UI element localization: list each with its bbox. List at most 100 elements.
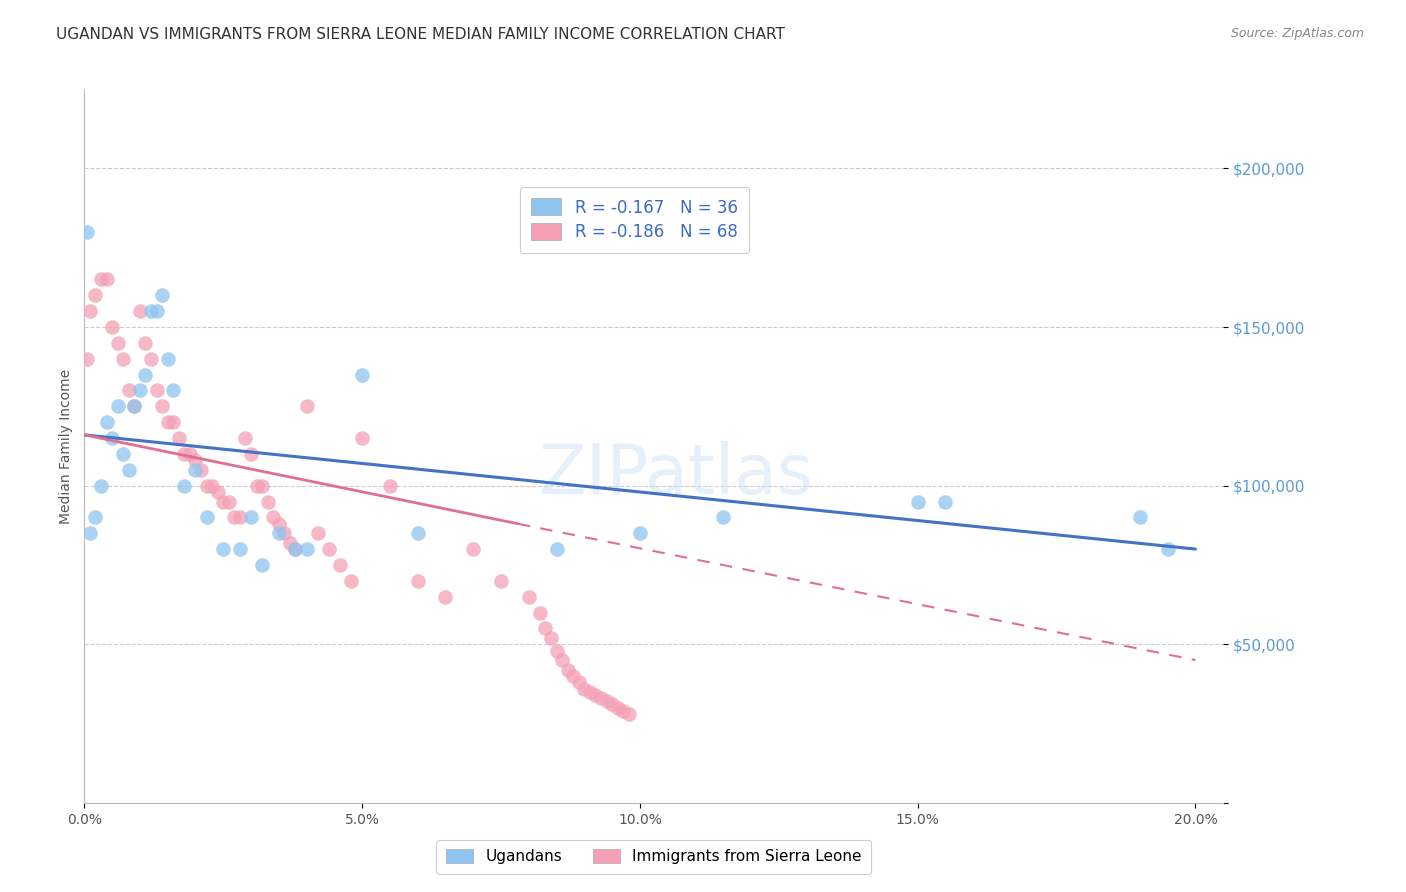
Point xyxy=(218,494,240,508)
Point xyxy=(76,351,98,366)
Point xyxy=(295,400,318,414)
Point xyxy=(546,643,568,657)
Point xyxy=(79,526,101,541)
Point xyxy=(162,384,184,398)
Point xyxy=(318,542,340,557)
Point xyxy=(240,510,263,524)
Point xyxy=(562,669,585,683)
Point xyxy=(229,510,252,524)
Point xyxy=(406,526,429,541)
Point xyxy=(184,453,207,467)
Point xyxy=(579,685,602,699)
Text: ZIPatlas: ZIPatlas xyxy=(538,441,814,508)
Legend: Ugandans, Immigrants from Sierra Leone: Ugandans, Immigrants from Sierra Leone xyxy=(436,840,872,873)
Point xyxy=(195,510,218,524)
Point xyxy=(96,415,118,429)
Point xyxy=(156,351,179,366)
Point xyxy=(96,272,118,286)
Point xyxy=(295,542,318,557)
Point xyxy=(90,478,112,492)
Point xyxy=(589,691,612,706)
Point xyxy=(1129,510,1152,524)
Y-axis label: Median Family Income: Median Family Income xyxy=(59,368,73,524)
Point xyxy=(600,698,623,712)
Point xyxy=(307,526,329,541)
Point xyxy=(489,574,512,588)
Point xyxy=(406,574,429,588)
Point xyxy=(250,558,273,572)
Point xyxy=(250,478,273,492)
Point xyxy=(101,320,124,334)
Point xyxy=(79,304,101,318)
Point xyxy=(557,663,579,677)
Point xyxy=(434,590,457,604)
Point xyxy=(179,447,201,461)
Point xyxy=(463,542,485,557)
Point xyxy=(378,478,401,492)
Point xyxy=(84,288,107,302)
Point xyxy=(134,335,156,350)
Point xyxy=(156,415,179,429)
Point xyxy=(162,415,184,429)
Point xyxy=(352,368,374,382)
Point xyxy=(84,510,107,524)
Point xyxy=(207,485,229,500)
Point xyxy=(173,478,195,492)
Point xyxy=(551,653,574,667)
Point xyxy=(139,351,162,366)
Point xyxy=(167,431,190,445)
Point xyxy=(195,478,218,492)
Point xyxy=(229,542,252,557)
Point xyxy=(568,675,591,690)
Point xyxy=(934,494,956,508)
Point xyxy=(256,494,278,508)
Point xyxy=(139,304,162,318)
Point xyxy=(574,681,596,696)
Point xyxy=(173,447,195,461)
Point xyxy=(240,447,263,461)
Point xyxy=(262,510,284,524)
Point xyxy=(145,304,167,318)
Point xyxy=(711,510,734,524)
Point xyxy=(190,463,212,477)
Point xyxy=(212,494,235,508)
Point xyxy=(617,706,640,721)
Point xyxy=(273,526,295,541)
Point xyxy=(284,542,307,557)
Point xyxy=(235,431,257,445)
Point xyxy=(184,463,207,477)
Point xyxy=(534,621,557,635)
Point xyxy=(612,704,634,718)
Point xyxy=(340,574,363,588)
Point xyxy=(145,384,167,398)
Point xyxy=(76,225,98,239)
Point xyxy=(267,516,290,531)
Point xyxy=(267,526,290,541)
Point xyxy=(1156,542,1178,557)
Point xyxy=(585,688,607,702)
Point xyxy=(628,526,651,541)
Point xyxy=(284,542,307,557)
Point xyxy=(907,494,929,508)
Point xyxy=(201,478,224,492)
Point xyxy=(245,478,267,492)
Point xyxy=(540,631,562,645)
Point xyxy=(278,535,301,549)
Point xyxy=(212,542,235,557)
Point xyxy=(329,558,352,572)
Point xyxy=(107,400,129,414)
Point xyxy=(112,447,135,461)
Point xyxy=(124,400,146,414)
Point xyxy=(352,431,374,445)
Point xyxy=(101,431,124,445)
Point xyxy=(129,384,152,398)
Point xyxy=(150,288,173,302)
Text: Source: ZipAtlas.com: Source: ZipAtlas.com xyxy=(1230,27,1364,40)
Point xyxy=(118,463,141,477)
Point xyxy=(150,400,173,414)
Point xyxy=(606,700,628,714)
Point xyxy=(129,304,152,318)
Point xyxy=(529,606,551,620)
Point xyxy=(546,542,568,557)
Point xyxy=(112,351,135,366)
